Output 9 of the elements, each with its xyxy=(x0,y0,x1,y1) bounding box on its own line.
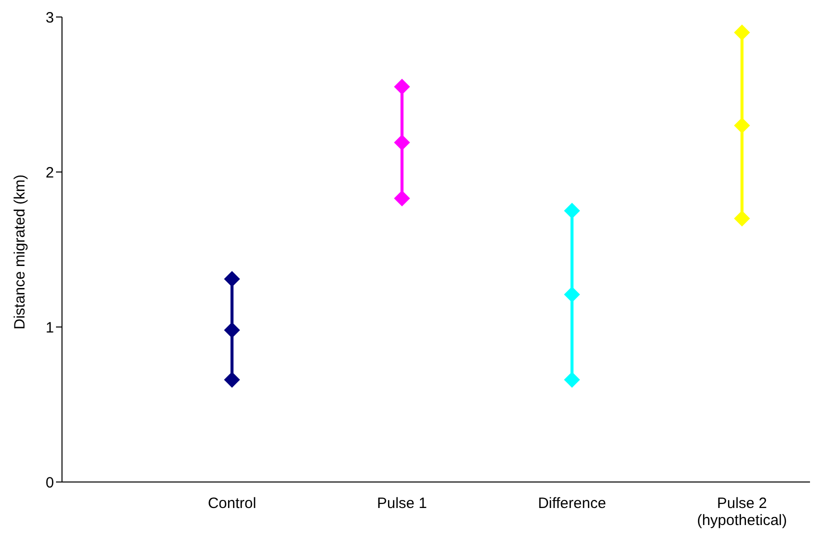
y-axis-title: Distance migrated (km) xyxy=(11,174,28,330)
y-tick-label: 2 xyxy=(46,164,54,182)
x-tick-label: Difference xyxy=(538,495,606,512)
x-tick-label: Control xyxy=(208,495,256,512)
y-tick-label: 1 xyxy=(46,319,54,336)
y-tick-label: 0 xyxy=(46,474,54,492)
y-tick-label: 3 xyxy=(46,9,54,26)
x-tick-label: Pulse 1 xyxy=(376,495,428,512)
x-tick-label: Pulse 2 (hypothetical) xyxy=(696,495,788,529)
